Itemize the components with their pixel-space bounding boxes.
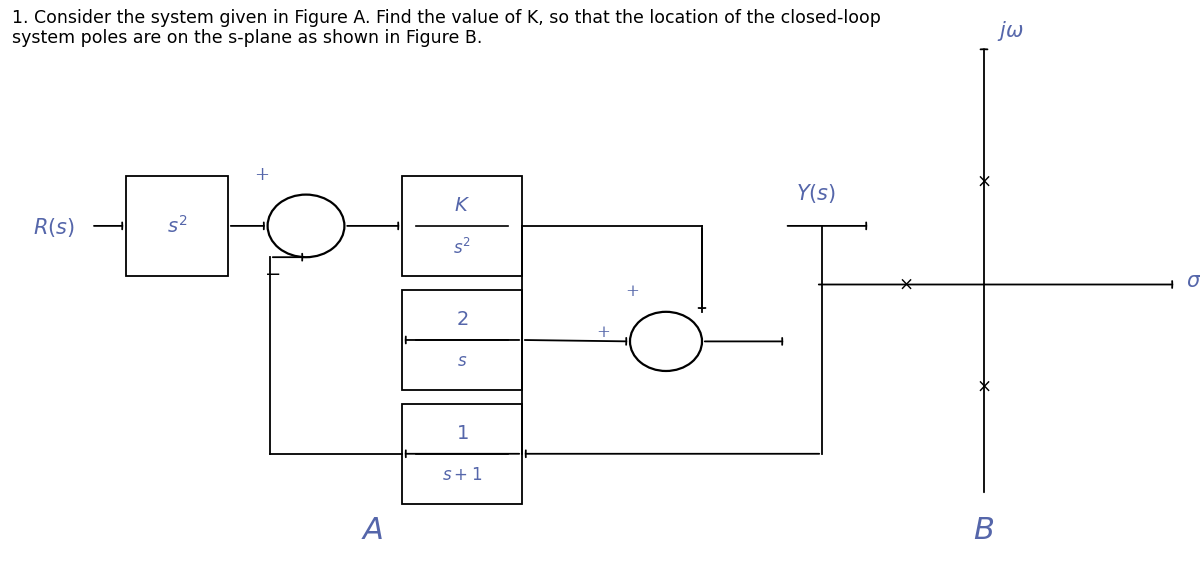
- Text: $\sigma$: $\sigma$: [1186, 272, 1200, 291]
- Bar: [402, 176, 522, 276]
- Text: $K$: $K$: [454, 197, 470, 215]
- Text: $s$: $s$: [457, 353, 467, 370]
- Text: ×: ×: [977, 378, 991, 396]
- Text: $s+1$: $s+1$: [442, 467, 482, 484]
- Text: +: +: [254, 166, 269, 184]
- Bar: [402, 404, 522, 504]
- Text: $B$: $B$: [973, 516, 995, 546]
- Text: 1. Consider the system given in Figure A. Find the value of K, so that the locat: 1. Consider the system given in Figure A…: [12, 9, 881, 47]
- Text: $j\omega$: $j\omega$: [997, 19, 1024, 43]
- Text: $A$: $A$: [361, 516, 383, 546]
- Bar: [402, 290, 522, 390]
- Text: ×: ×: [899, 275, 913, 294]
- Bar: [126, 176, 228, 276]
- Text: $Y(s)$: $Y(s)$: [796, 182, 836, 205]
- Text: $s^2$: $s^2$: [454, 238, 470, 258]
- Text: ×: ×: [977, 173, 991, 191]
- Text: +: +: [596, 324, 611, 341]
- Text: −: −: [265, 266, 282, 284]
- Text: $1$: $1$: [456, 425, 468, 443]
- Text: $s^2$: $s^2$: [167, 215, 187, 237]
- Text: $2$: $2$: [456, 311, 468, 329]
- Text: +: +: [625, 283, 640, 300]
- Text: $R(s)$: $R(s)$: [34, 216, 74, 239]
